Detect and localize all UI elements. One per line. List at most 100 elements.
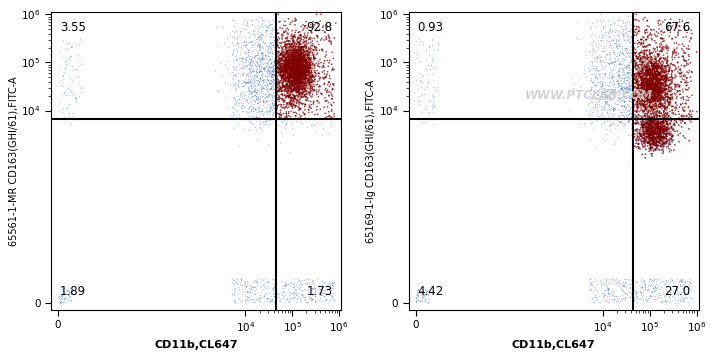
Point (228, 290, 240, 296)
Point (684, 285, 695, 291)
Point (291, 61, 302, 66)
Point (613, 88, 624, 94)
Point (642, 134, 654, 140)
Point (628, 90, 639, 96)
Point (292, 74, 303, 79)
Point (300, 66, 311, 72)
Point (616, 55, 627, 61)
Point (313, 297, 325, 303)
Point (298, 83, 310, 89)
Point (288, 77, 300, 83)
Point (293, 83, 305, 89)
Point (260, 290, 271, 296)
Point (281, 25, 292, 31)
Point (275, 95, 286, 101)
Point (659, 131, 670, 136)
Point (263, 68, 275, 74)
Point (626, 100, 637, 105)
Point (287, 79, 299, 85)
Point (631, 86, 643, 91)
Point (308, 87, 320, 92)
Point (281, 102, 292, 108)
Point (290, 72, 302, 78)
Point (646, 56, 658, 62)
Point (684, 279, 695, 284)
Point (639, 136, 651, 142)
Point (649, 134, 660, 140)
Point (644, 118, 656, 124)
Point (649, 96, 661, 102)
Point (598, 43, 609, 49)
Point (659, 292, 671, 297)
Point (416, 294, 428, 299)
Point (641, 128, 653, 134)
Point (656, 130, 667, 136)
Point (644, 32, 655, 38)
Point (295, 44, 306, 49)
Point (636, 62, 648, 68)
Point (309, 289, 320, 295)
Point (639, 137, 651, 143)
Point (652, 122, 664, 127)
Point (252, 137, 264, 142)
Point (308, 55, 320, 61)
Point (654, 90, 665, 95)
Point (654, 85, 665, 91)
Point (270, 120, 281, 125)
Point (284, 64, 295, 70)
Point (614, 50, 626, 55)
Point (651, 98, 663, 103)
Point (292, 67, 303, 73)
Point (290, 43, 301, 49)
Point (660, 82, 671, 87)
Point (257, 98, 269, 104)
Point (659, 114, 671, 120)
Point (265, 81, 276, 86)
Point (229, 86, 240, 91)
Point (647, 128, 659, 134)
Point (265, 40, 277, 46)
Point (640, 48, 651, 54)
Point (242, 78, 254, 84)
Point (285, 84, 297, 90)
Point (287, 87, 298, 92)
Point (654, 91, 666, 97)
Point (654, 130, 665, 136)
Point (658, 140, 669, 145)
Point (661, 128, 672, 134)
Point (55, 295, 66, 301)
Point (664, 102, 676, 108)
Point (623, 29, 634, 34)
Point (662, 63, 674, 68)
Point (262, 52, 273, 58)
Point (230, 35, 241, 40)
Point (277, 290, 288, 295)
Point (287, 73, 298, 79)
Point (212, 24, 223, 30)
Point (634, 128, 646, 134)
Point (239, 59, 250, 64)
Point (260, 63, 272, 69)
Point (218, 40, 230, 46)
Point (647, 128, 659, 134)
Point (302, 66, 313, 72)
Point (240, 22, 251, 28)
Point (261, 94, 272, 100)
Point (291, 77, 302, 82)
Point (290, 63, 302, 69)
Point (279, 67, 290, 73)
Point (630, 88, 641, 94)
Point (646, 83, 658, 88)
Point (651, 72, 663, 77)
Point (660, 88, 671, 94)
Point (623, 66, 635, 71)
Point (648, 124, 659, 130)
Point (656, 90, 667, 96)
Point (57, 73, 69, 79)
Point (666, 277, 678, 283)
Point (287, 105, 298, 111)
Point (645, 106, 656, 112)
Point (290, 69, 301, 74)
Point (287, 28, 298, 34)
Point (650, 82, 661, 88)
